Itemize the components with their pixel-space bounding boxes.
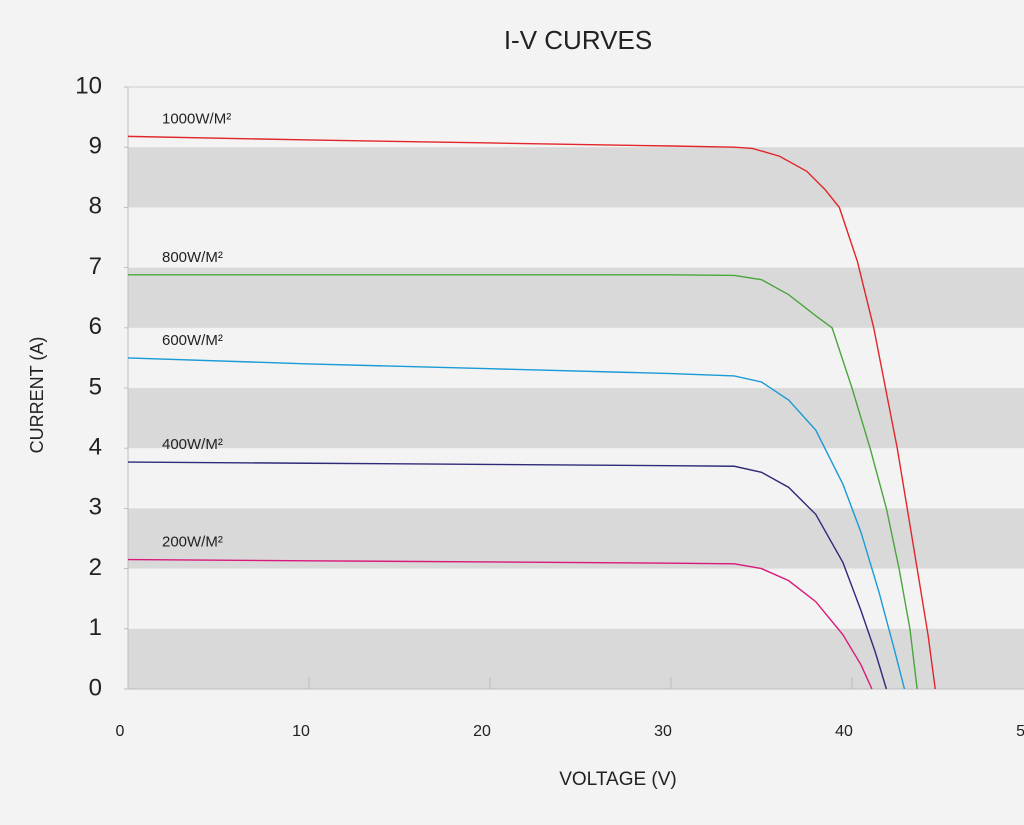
grid-band (128, 147, 1024, 208)
y-tick-label: 9 (89, 133, 102, 160)
y-axis-label: CURRENT (A) (27, 337, 47, 454)
iv-curve (127, 357, 906, 690)
y-tick-label: 2 (89, 554, 102, 581)
x-tick-label: 0 (116, 723, 125, 740)
y-tick-label: 4 (89, 434, 102, 461)
grid-band (128, 628, 1024, 689)
y-tick-label: 10 (75, 72, 102, 99)
series-label: 800W/M² (162, 249, 223, 266)
grid-band (128, 267, 1024, 328)
y-tick-label: 3 (89, 494, 102, 521)
y-tick-label: 5 (89, 373, 102, 400)
y-tick-label: 1 (89, 614, 102, 641)
x-tick-label: 30 (654, 723, 672, 740)
series-label: 1000W/M² (162, 110, 231, 127)
x-tick-label: 50 (1016, 723, 1024, 740)
x-tick-label: 10 (292, 723, 310, 740)
grid-band (128, 508, 1024, 569)
series-label: 200W/M² (162, 534, 223, 551)
grid-band (128, 388, 1024, 449)
y-tick-label: 8 (89, 193, 102, 220)
iv-curve (128, 274, 918, 690)
series-label: 400W/M² (162, 436, 223, 453)
y-tick-label: 0 (89, 674, 102, 701)
iv-curve (127, 135, 936, 690)
x-tick-label: 20 (473, 723, 491, 740)
y-tick-label: 7 (89, 253, 102, 280)
iv-curve (127, 461, 888, 690)
x-axis-label: VOLTAGE (V) (559, 769, 677, 790)
x-tick-label: 40 (835, 723, 853, 740)
iv-curve (127, 558, 873, 690)
series-label: 600W/M² (162, 332, 223, 349)
y-tick-label: 6 (89, 313, 102, 340)
chart-title: I-V CURVES (504, 25, 652, 55)
